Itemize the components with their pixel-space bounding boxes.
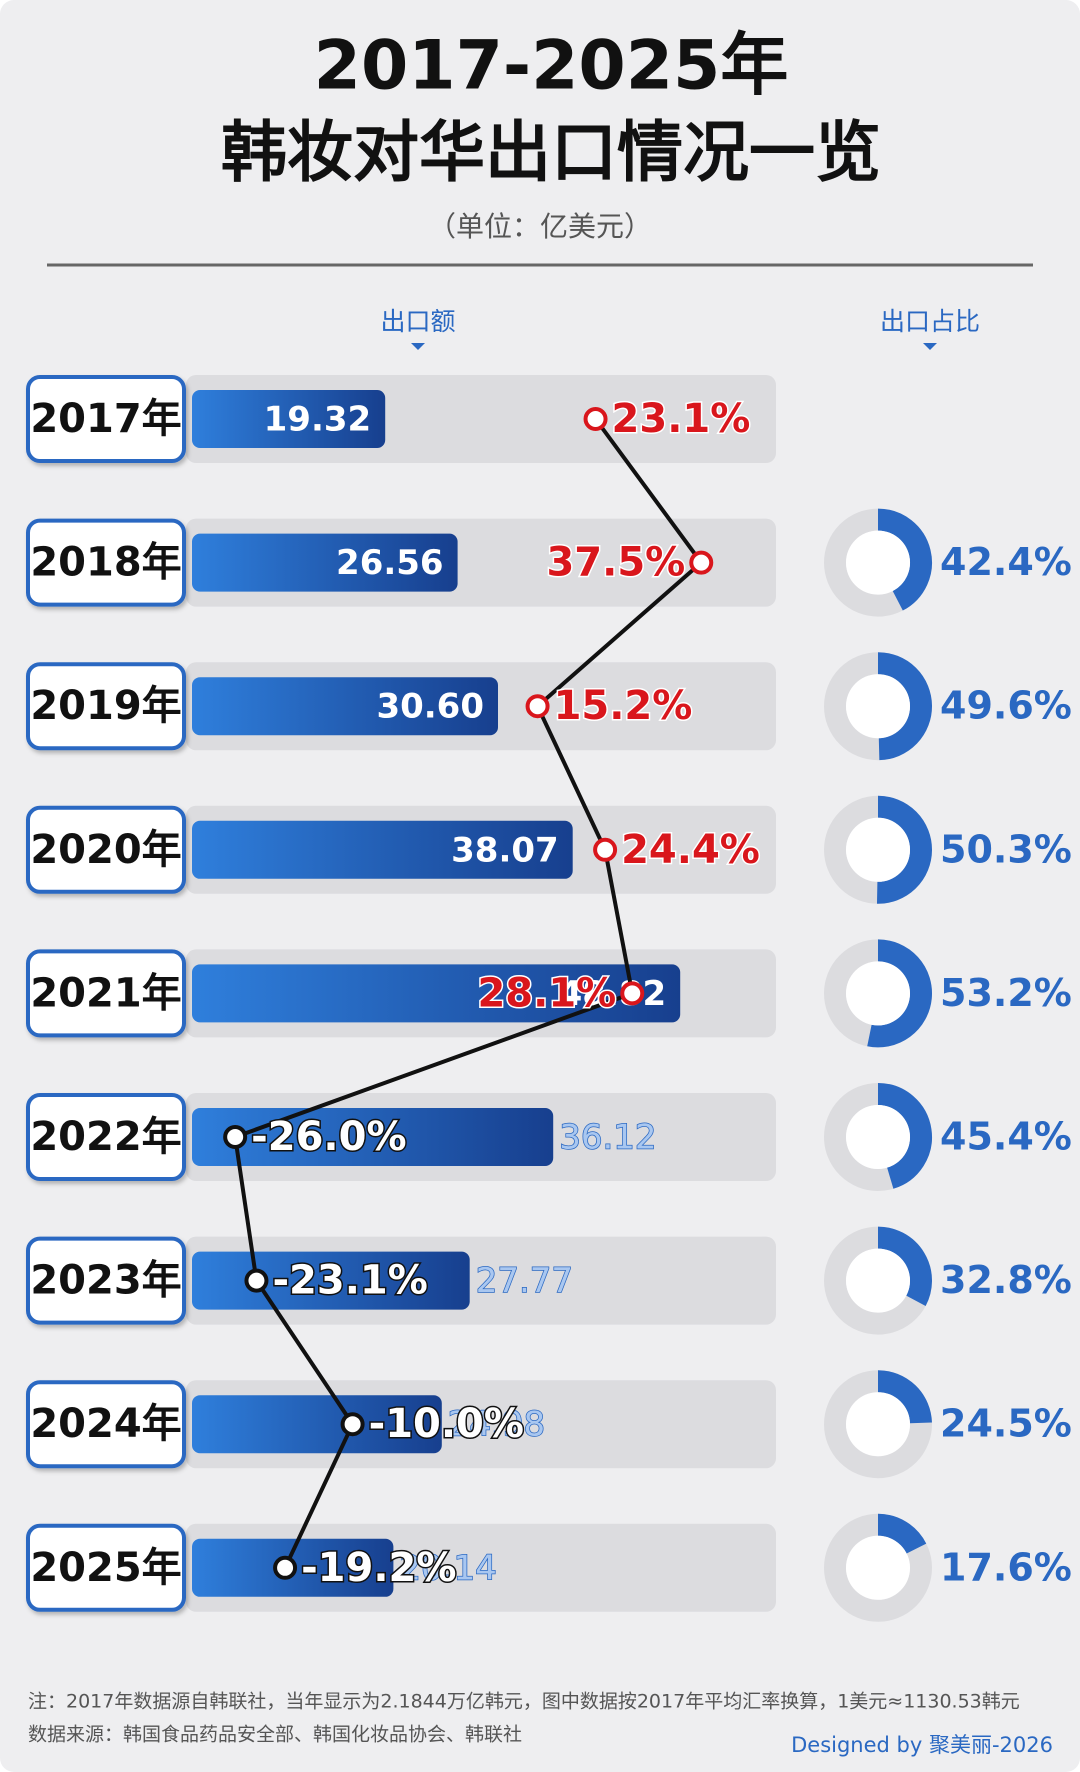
share-label: 50.3% [940, 827, 1072, 871]
year-label: 2020年 [30, 827, 181, 873]
growth-label: -10.0% [369, 1401, 524, 1447]
share-label: 32.8% [940, 1258, 1072, 1302]
donut-hole [846, 674, 910, 739]
growth-dot [273, 1555, 298, 1580]
value-label: 26.56 [336, 543, 444, 583]
donut-arc [877, 1370, 932, 1424]
donut-hole [846, 817, 910, 882]
column-header: 出口占比 [880, 307, 980, 336]
growth-label: -19.2% [301, 1545, 456, 1591]
bar [192, 390, 386, 448]
year-label: 2023年 [30, 1258, 181, 1304]
year-box [26, 805, 186, 894]
header-arrow [923, 343, 937, 350]
value-label: 30.60 [376, 687, 484, 727]
note: 注：2017年数据源自韩联社，当年显示为2.1844万亿韩元，图中数据按2017… [28, 1691, 1020, 1713]
bar [192, 533, 458, 592]
growth-dot [340, 1412, 365, 1437]
header-arrow [411, 343, 425, 350]
donut-arc [877, 1226, 932, 1307]
source: 数据来源：韩国食品药品安全部、韩国化妆品协会、韩联社 [28, 1724, 522, 1746]
bar [192, 1395, 442, 1454]
value-label: 20.14 [399, 1548, 496, 1588]
year-box [26, 518, 186, 607]
share-label: 42.4% [940, 540, 1072, 584]
donut-arc [877, 652, 932, 761]
donut-hole [846, 1392, 910, 1457]
year-box [26, 949, 186, 1038]
value-label: 27.77 [476, 1261, 573, 1301]
growth-dot [525, 694, 550, 719]
year-box [26, 1523, 186, 1612]
growth-dot [583, 407, 608, 431]
credit: Designed by 聚美丽-2026 [791, 1733, 1053, 1757]
donut-hole [846, 1535, 910, 1600]
growth-label: 15.2% [554, 683, 693, 729]
year-label: 2019年 [30, 683, 181, 729]
donut-hole [846, 530, 910, 595]
donut-hole [846, 1248, 910, 1313]
growth-label: 28.1% [477, 970, 616, 1016]
year-box [26, 1236, 186, 1325]
column-header: 出口额 [380, 307, 455, 336]
value-label: 19.32 [264, 400, 372, 440]
bar [192, 1108, 554, 1166]
year-label: 2018年 [30, 540, 181, 586]
growth-label: -23.1% [272, 1258, 427, 1304]
year-label: 2017年 [30, 396, 181, 442]
donut-hole [846, 961, 910, 1026]
value-label: 36.12 [559, 1118, 656, 1158]
growth-dot [223, 1125, 248, 1149]
growth-label: 24.4% [621, 827, 760, 873]
bar [192, 1251, 470, 1310]
value-label: 38.07 [451, 830, 559, 870]
share-label: 45.4% [940, 1115, 1072, 1159]
share-label: 17.6% [940, 1545, 1072, 1589]
donut-arc [877, 1513, 927, 1555]
year-box [26, 662, 186, 751]
year-label: 2025年 [30, 1545, 181, 1591]
growth-label: 37.5% [546, 540, 685, 586]
year-box [26, 1093, 186, 1181]
growth-dot [689, 550, 714, 575]
growth-label: -26.0% [251, 1114, 406, 1160]
year-label: 2022年 [30, 1114, 181, 1160]
subtitle: 韩妆对华出口情况一览 [221, 114, 881, 191]
growth-dot [244, 1268, 269, 1293]
bar [192, 820, 573, 879]
bar [192, 677, 498, 736]
year-box [26, 375, 186, 463]
share-label: 24.5% [940, 1402, 1072, 1446]
donut-arc [876, 795, 932, 904]
unit: （单位：亿美元） [428, 210, 652, 243]
growth-label: 23.1% [612, 396, 751, 442]
title: 2017-2025年 [314, 27, 789, 106]
donut-arc [877, 508, 932, 611]
donut-hole [846, 1105, 910, 1169]
growth-dot [593, 837, 618, 862]
year-label: 2021年 [30, 970, 181, 1016]
share-label: 49.6% [940, 684, 1072, 728]
year-label: 2024年 [30, 1401, 181, 1447]
donut-arc [867, 939, 932, 1048]
year-box [26, 1380, 186, 1469]
share-label: 53.2% [940, 971, 1072, 1015]
growth-dot [620, 981, 645, 1006]
bar [192, 964, 681, 1023]
value-label: 24.98 [448, 1405, 545, 1445]
donut-arc [877, 1083, 932, 1189]
value-label: 48.82 [559, 974, 667, 1014]
